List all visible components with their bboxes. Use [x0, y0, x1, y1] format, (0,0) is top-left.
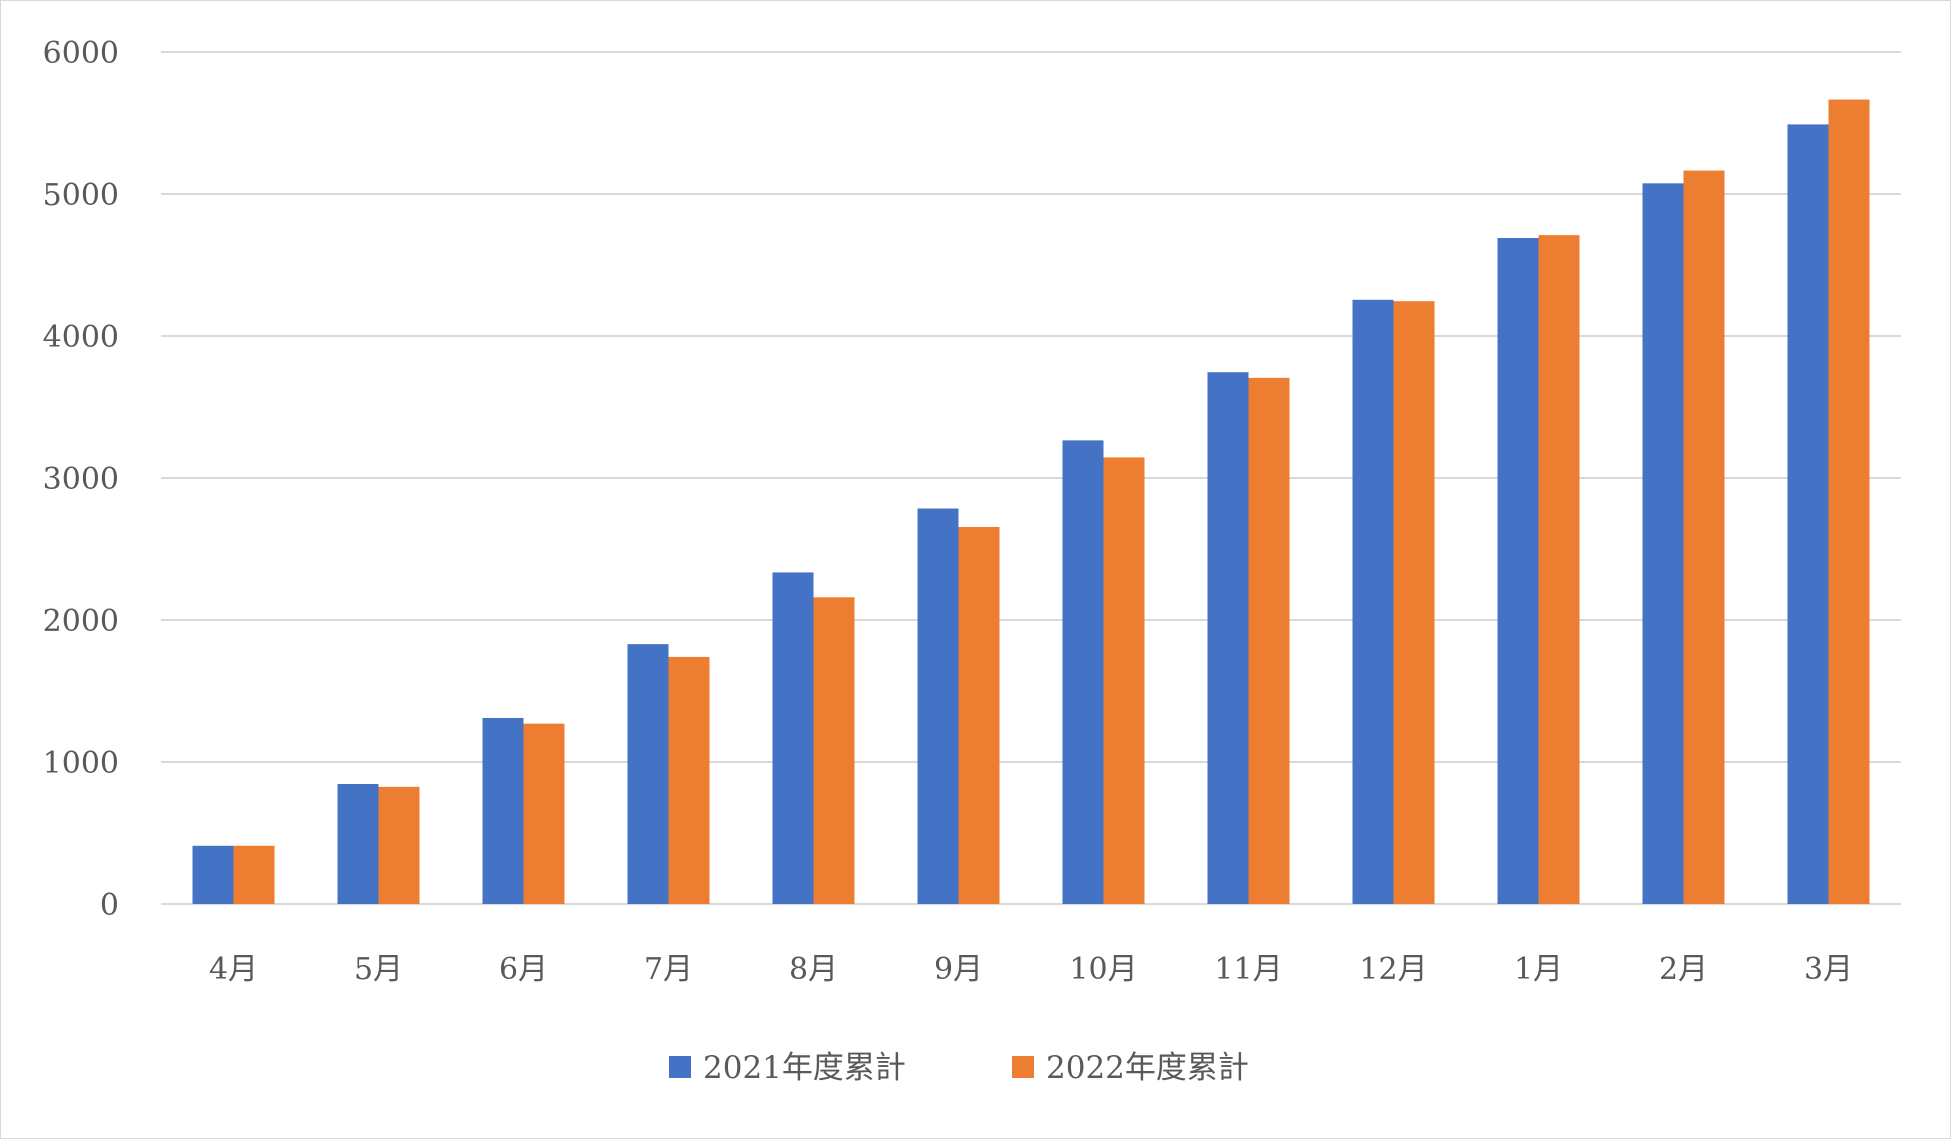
- x-tick-label: 5月: [354, 952, 403, 987]
- bar-2022-2: [378, 786, 420, 904]
- bar-2022-12: [1828, 99, 1870, 904]
- x-axis-tick-labels: 4月 5月 6月 7月 8月 9月 10月 11月 12月 1月 2月 3月: [209, 952, 1853, 987]
- bar-2021-5: [772, 572, 814, 904]
- bar-2021-8: [1207, 372, 1249, 905]
- bar-2021-12: [1787, 124, 1829, 905]
- x-tick-label: 4月: [209, 952, 258, 987]
- bar-2022-4: [668, 656, 710, 904]
- bar-2022-7: [1103, 457, 1145, 904]
- bars: [192, 99, 1870, 905]
- x-tick-label: 9月: [934, 952, 983, 987]
- bar-2021-3: [482, 717, 524, 904]
- x-tick-label: 7月: [644, 952, 693, 987]
- x-tick-label: 1月: [1514, 952, 1563, 987]
- bar-2021-1: [192, 845, 234, 904]
- bar-2021-6: [917, 508, 959, 904]
- legend-label-1: 2022年度累計: [1046, 1050, 1249, 1086]
- bar-2021-4: [627, 644, 669, 904]
- bar-2022-8: [1248, 377, 1290, 904]
- bar-2021-10: [1497, 238, 1539, 904]
- bar-2022-6: [958, 526, 1000, 904]
- y-tick-label: 6000: [43, 36, 119, 71]
- x-tick-label: 3月: [1804, 952, 1853, 987]
- x-tick-label: 11月: [1214, 952, 1282, 987]
- y-axis-tick-labels: 0 1000 2000 3000 4000 5000 6000: [43, 36, 119, 923]
- grid-layer: [161, 51, 1901, 905]
- legend: 2021年度累計 2022年度累計: [669, 1050, 1249, 1086]
- bar-2021-7: [1062, 440, 1104, 904]
- y-tick-label: 1000: [43, 746, 119, 781]
- legend-swatch-1: [1012, 1056, 1034, 1078]
- bar-2021-11: [1642, 183, 1684, 905]
- bar-2022-5: [813, 597, 855, 904]
- x-tick-label: 10月: [1069, 952, 1137, 987]
- legend-label-0: 2021年度累計: [703, 1050, 906, 1086]
- x-tick-label: 6月: [499, 952, 548, 987]
- bar-2022-10: [1538, 235, 1580, 904]
- y-tick-label: 3000: [43, 462, 119, 497]
- bar-2022-3: [523, 723, 565, 904]
- bar-2021-9: [1352, 299, 1394, 904]
- x-tick-label: 12月: [1359, 952, 1427, 987]
- y-tick-label: 4000: [43, 320, 119, 355]
- x-tick-label: 8月: [789, 952, 838, 987]
- bar-2022-1: [233, 845, 275, 904]
- y-tick-label: 0: [100, 888, 119, 923]
- y-tick-label: 5000: [43, 178, 119, 213]
- y-tick-label: 2000: [43, 604, 119, 639]
- bar-2022-9: [1393, 301, 1435, 905]
- bar-2022-11: [1683, 170, 1725, 904]
- x-tick-label: 2月: [1659, 952, 1708, 987]
- legend-swatch-0: [669, 1056, 691, 1078]
- bar-2021-2: [337, 784, 379, 904]
